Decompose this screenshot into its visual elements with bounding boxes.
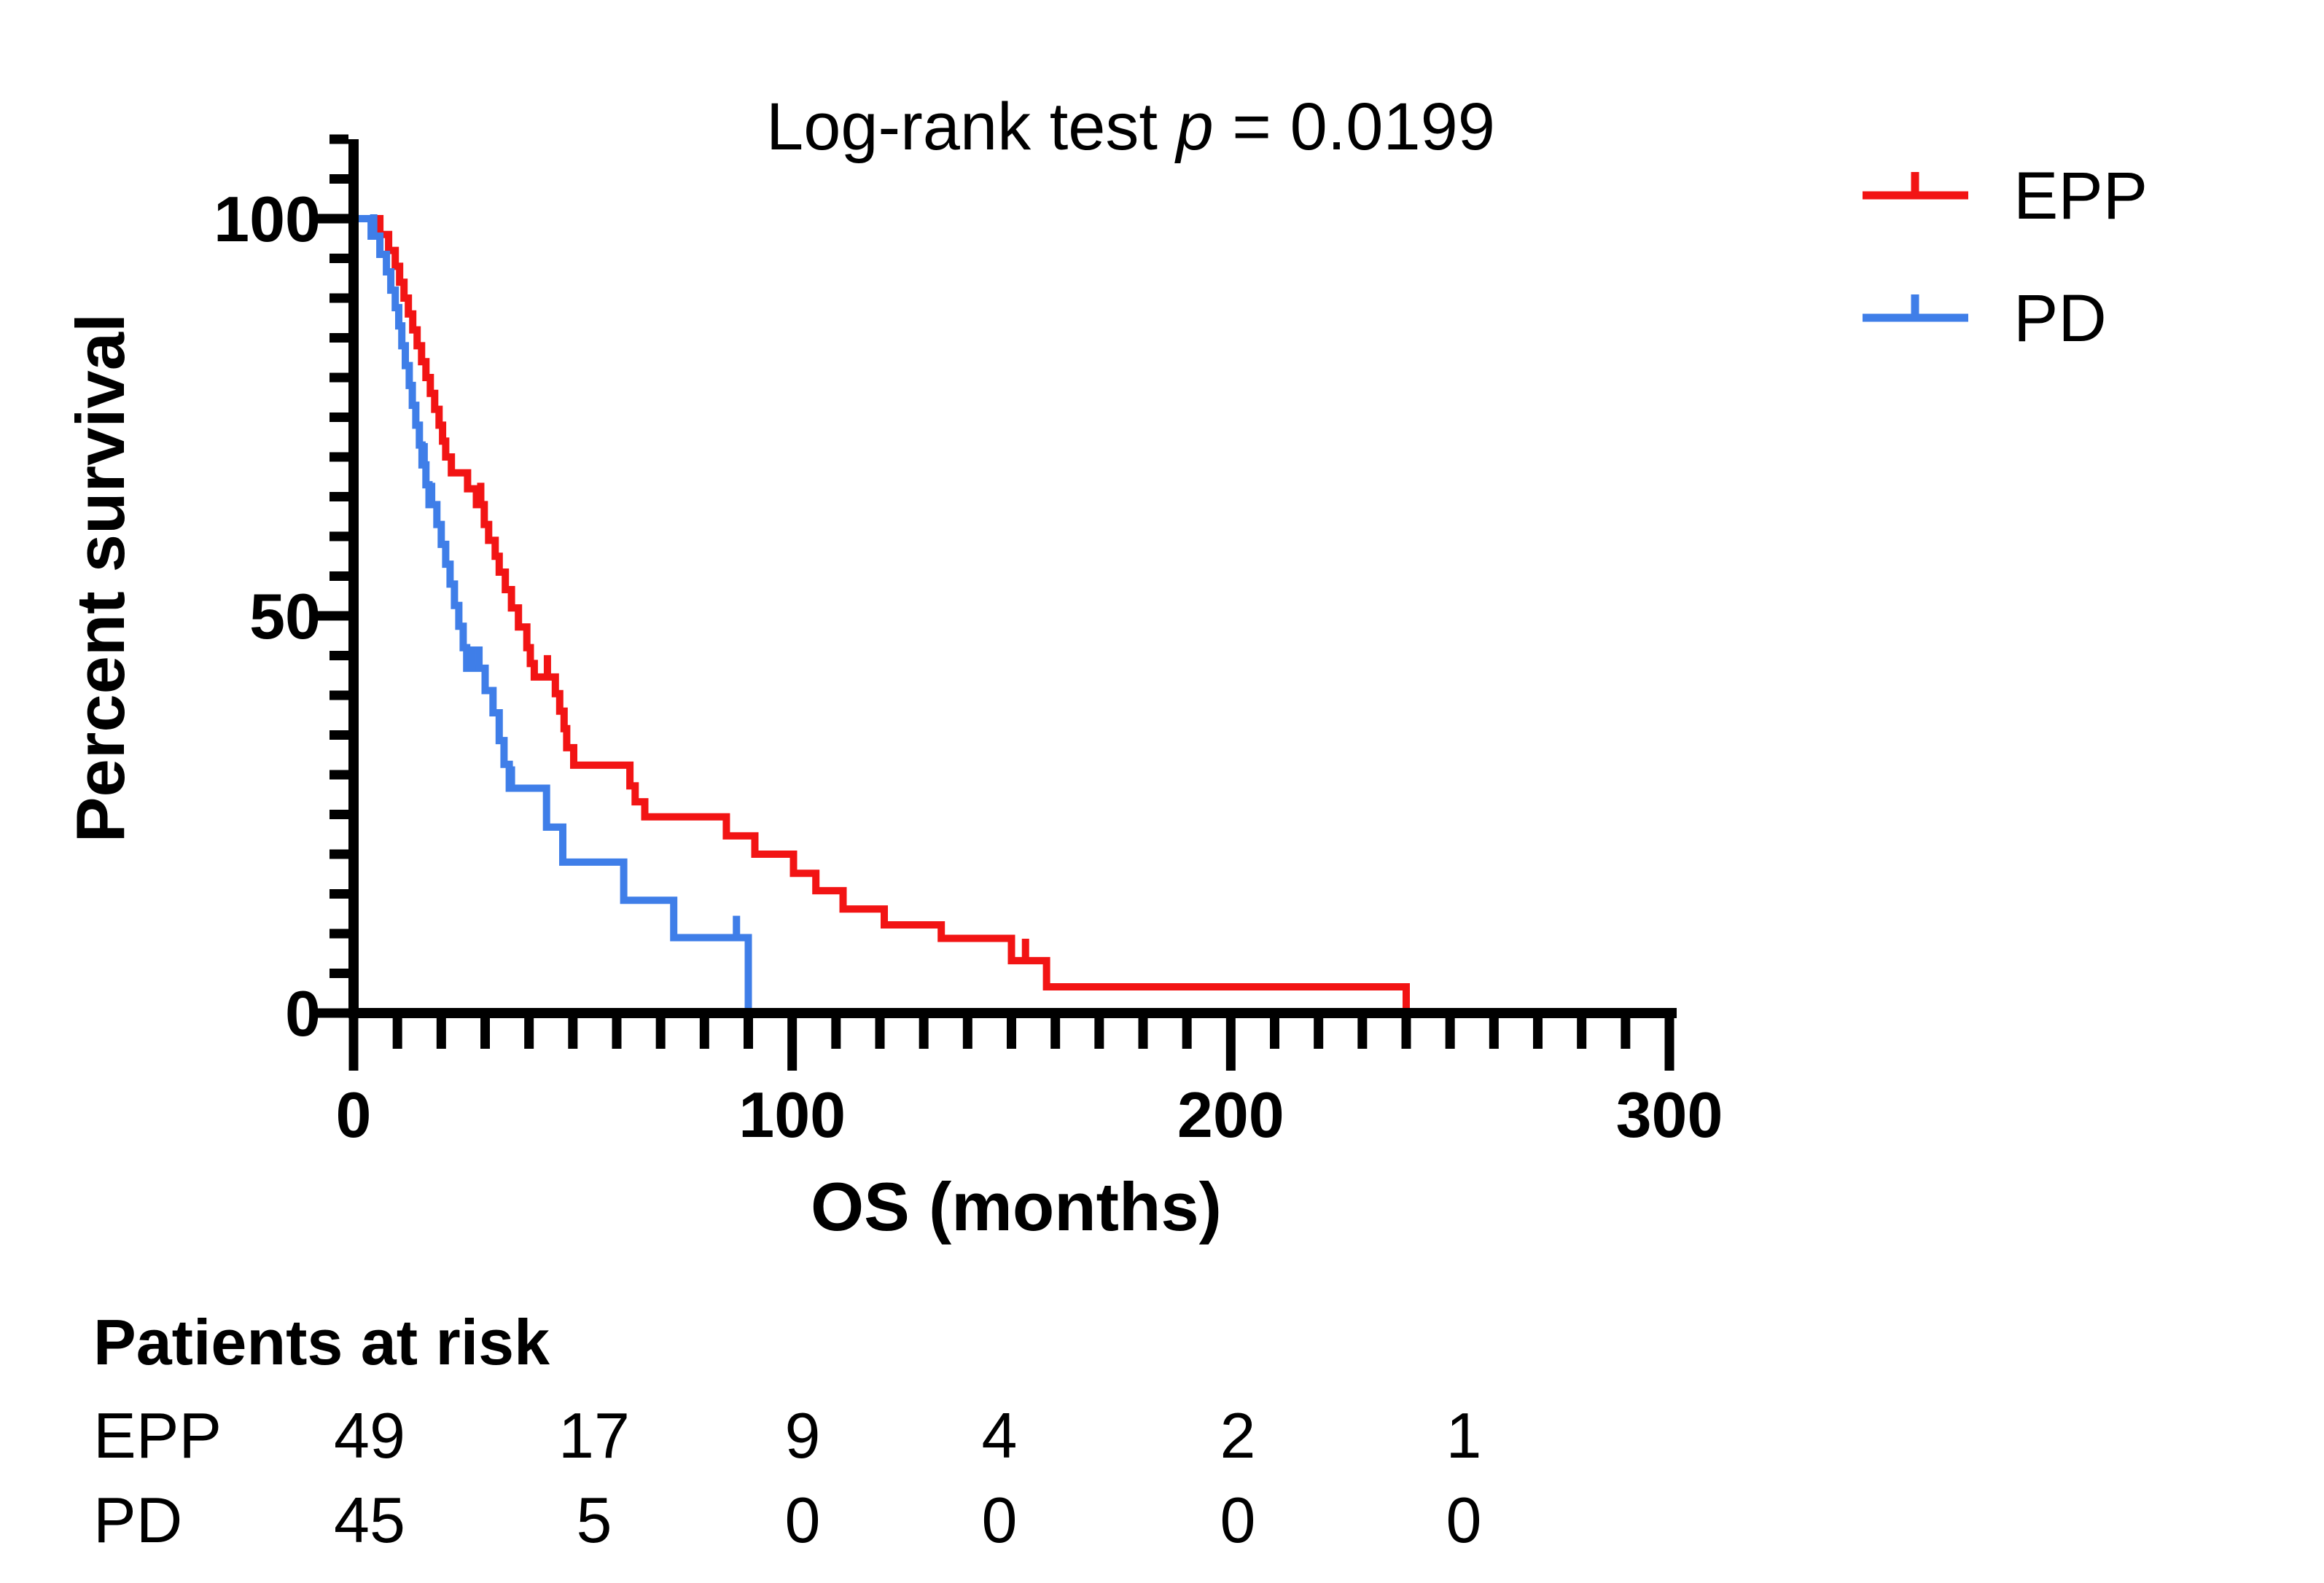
risk-count-epp-t150: 4	[982, 1399, 1018, 1471]
risk-count-epp-t50: 17	[558, 1399, 630, 1471]
risk-table: EPP 49 17 9 4 2 1 PD 45 5 0 0 0 0	[93, 1399, 1481, 1556]
chart-title-prefix: Log-rank test	[766, 90, 1177, 164]
x-tick-label-100: 100	[738, 1079, 846, 1151]
chart-title: Log-rank test p = 0.0199	[766, 90, 1495, 164]
risk-count-epp-t100: 9	[785, 1399, 821, 1471]
chart-title-suffix: = 0.0199	[1214, 90, 1495, 164]
legend: EPP PD	[1863, 159, 2148, 356]
survival-curves	[354, 215, 1410, 1013]
x-axis-title: OS (months)	[811, 1168, 1222, 1245]
risk-count-pd-t250: 0	[1446, 1484, 1482, 1556]
y-tick-label-50: 50	[249, 580, 321, 652]
risk-count-pd-t200: 0	[1220, 1484, 1256, 1556]
x-tick-label-200: 200	[1177, 1079, 1284, 1151]
risk-row-label-pd: PD	[93, 1484, 182, 1556]
risk-row-label-epp: EPP	[93, 1399, 222, 1471]
risk-count-pd-t100: 0	[785, 1484, 821, 1556]
km-curve-epp	[354, 215, 1410, 1013]
risk-count-epp-t0: 49	[334, 1399, 405, 1471]
km-curve-pd	[354, 215, 752, 1013]
risk-count-pd-t50: 5	[577, 1484, 612, 1556]
axis-tick-labels: 0 50 100 0 100 200 300	[214, 183, 1723, 1151]
y-axis-title: Percent survival	[62, 313, 139, 843]
y-tick-label-100: 100	[214, 183, 321, 255]
risk-count-epp-t250: 1	[1446, 1399, 1482, 1471]
risk-count-epp-t200: 2	[1220, 1399, 1256, 1471]
censor-ticks	[370, 214, 1029, 964]
risk-table-title: Patients at risk	[93, 1306, 550, 1378]
x-tick-label-300: 300	[1616, 1079, 1723, 1151]
risk-count-pd-t0: 45	[334, 1484, 405, 1556]
y-tick-label-0: 0	[285, 977, 321, 1050]
legend-label-epp: EPP	[2013, 159, 2148, 233]
chart-title-p-symbol: p	[1174, 90, 1214, 164]
axes	[316, 134, 1677, 1071]
risk-count-pd-t150: 0	[982, 1484, 1018, 1556]
legend-label-pd: PD	[2013, 281, 2107, 356]
x-tick-label-0: 0	[336, 1079, 372, 1151]
